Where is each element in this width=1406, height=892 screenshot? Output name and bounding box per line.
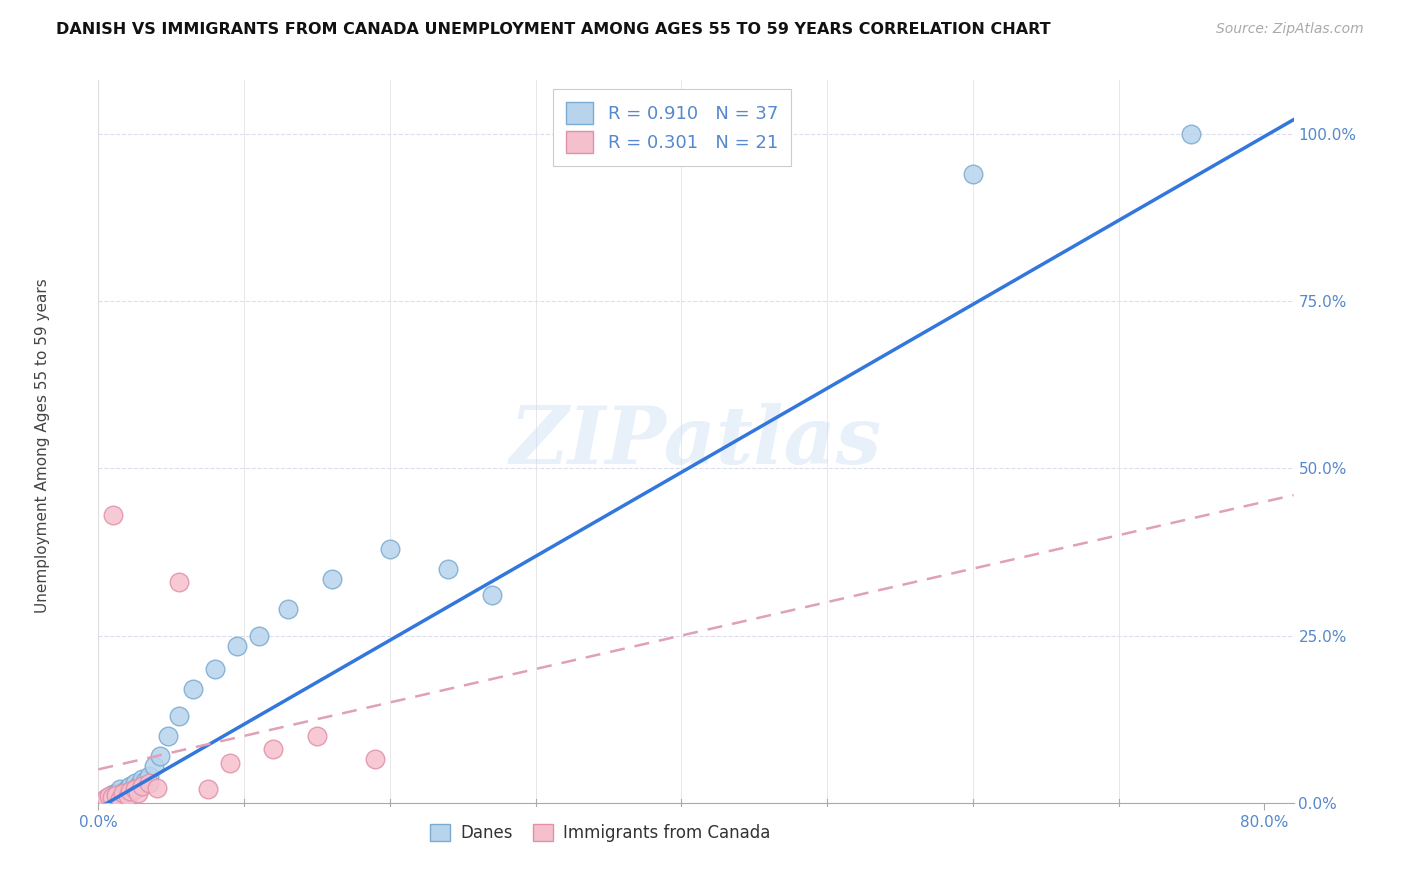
Point (142, 759, 165, 773)
Point (112, 786, 135, 800)
Point (167, 575, 190, 590)
Point (1180, 127, 1202, 141)
Point (124, 782, 146, 797)
Point (104, 789, 127, 804)
Point (94, 792, 117, 806)
Point (138, 769, 160, 783)
Point (120, 784, 142, 798)
Point (962, 167, 984, 181)
Point (204, 662, 226, 676)
Point (100, 791, 122, 805)
Point (225, 639, 247, 653)
Point (114, 784, 136, 798)
Point (124, 782, 146, 797)
Point (127, 786, 149, 800)
Point (305, 729, 328, 743)
Point (120, 779, 142, 793)
Point (247, 628, 270, 642)
Point (104, 788, 127, 802)
Point (117, 789, 139, 804)
Point (134, 774, 156, 789)
Text: Unemployment Among Ages 55 to 59 years: Unemployment Among Ages 55 to 59 years (35, 278, 49, 614)
Point (145, 781, 167, 796)
Legend: Danes, Immigrants from Canada: Danes, Immigrants from Canada (423, 817, 778, 848)
Point (262, 742, 284, 756)
Point (110, 782, 132, 797)
Point (149, 749, 172, 764)
Point (97, 790, 120, 805)
Point (110, 790, 132, 805)
Text: Source: ZipAtlas.com: Source: ZipAtlas.com (1216, 22, 1364, 37)
Point (181, 681, 204, 696)
Text: DANISH VS IMMIGRANTS FROM CANADA UNEMPLOYMENT AMONG AGES 55 TO 59 YEARS CORRELAT: DANISH VS IMMIGRANTS FROM CANADA UNEMPLO… (56, 22, 1050, 37)
Point (157, 729, 180, 743)
Point (105, 786, 128, 800)
Point (481, 589, 503, 603)
Point (378, 541, 401, 556)
Point (101, 508, 124, 523)
Point (110, 792, 132, 806)
Point (437, 562, 460, 576)
Point (91, 794, 114, 808)
Point (91, 794, 114, 808)
Point (100, 790, 122, 805)
Text: ZIPatlas: ZIPatlas (510, 403, 882, 480)
Point (218, 756, 240, 770)
Point (94, 791, 117, 805)
Point (124, 776, 146, 790)
Point (131, 772, 153, 787)
Point (364, 752, 387, 766)
Point (321, 572, 343, 586)
Point (98, 789, 121, 804)
Point (138, 776, 160, 790)
Point (167, 708, 190, 723)
Point (101, 787, 124, 801)
Point (117, 788, 139, 802)
Point (97, 789, 120, 804)
Point (127, 779, 149, 793)
Point (197, 782, 219, 797)
Point (117, 781, 139, 796)
Point (101, 792, 124, 806)
Point (112, 786, 135, 800)
Point (277, 602, 299, 616)
Point (131, 779, 153, 793)
